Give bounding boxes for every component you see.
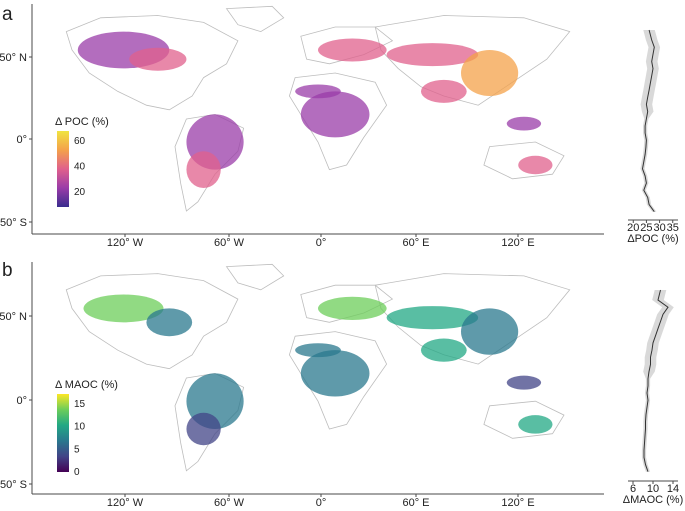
lon-tick-label: 60° W [214,237,245,249]
data-patch [300,350,370,397]
coastline-na [65,15,239,111]
coastline-au [483,400,565,439]
data-patch [420,79,467,103]
data-patch [300,91,370,138]
legend-tick-label: 5 [74,444,80,455]
lat-tick-label: 0° [16,395,27,407]
panel-b: b 50° N 0° 50° S 120° W 60° W 0° 60° E 120° E Δ M… [0,260,683,509]
data-patch [146,308,193,337]
data-patch [318,296,387,320]
legend-tick-label: 20 [74,187,86,198]
data-patch [386,306,479,330]
data-patch [186,412,221,446]
lat-tick-label: 0° [16,134,27,146]
panel-letter: a [2,4,13,25]
coastline-au [483,141,565,180]
data-patch [506,116,542,131]
colorbar-legend: Δ MAOC (%) 15 10 5 0 [55,379,118,478]
profile-tick-label: 10 [647,483,659,495]
lon-tick-label: 60° E [402,237,429,249]
data-patch [420,338,467,362]
data-patch [129,47,187,71]
colorbar [57,131,69,207]
profile-tick-label: 35 [667,222,679,234]
legend-tick-label: 40 [74,161,86,172]
coastline-gl [225,263,285,291]
lon-tick-label: 0° [316,237,327,249]
panel-a: a 50° N 0° 50° S 120° W 60° W 0° 60° E 120° E Δ P… [0,4,679,249]
data-patch [83,294,164,323]
data-patch [506,375,542,390]
profile-tick-label: 14 [667,483,679,495]
data-patch [461,50,519,96]
data-patch [295,84,341,99]
panel-letter: b [2,260,13,281]
lat-tick-label: 50° N [0,311,27,323]
lat-tick-label: 50° S [0,217,27,229]
lon-tick-label: 120° W [107,497,144,509]
lon-tick-label: 120° E [501,497,534,509]
data-patch [518,415,553,434]
lon-tick-label: 60° W [214,497,245,509]
legend-title: Δ MAOC (%) [55,379,118,391]
lon-tick-label: 120° W [107,237,144,249]
data-patch [295,343,341,358]
profile-tick-label: 30 [653,222,665,234]
coastline-gl [225,5,285,33]
legend-tick-label: 60 [74,136,86,147]
profile-axis-label: ΔPOC (%) [627,233,678,245]
world-map [65,5,571,212]
legend-title: Δ POC (%) [55,116,109,128]
profile-line [641,29,655,212]
profile-tick-label: 25 [640,222,652,234]
legend-tick-label: 15 [74,399,86,410]
lon-tick-label: 60° E [402,497,429,509]
lon-tick-label: 0° [316,497,327,509]
data-patch [518,155,553,175]
legend-tick-label: 10 [74,422,86,433]
coastline-af [288,72,388,171]
data-patch [461,308,519,355]
profile-band [641,290,674,472]
lon-tick-label: 120° E [501,237,534,249]
coastline-na [65,273,239,370]
profile-tick-label: 20 [627,222,639,234]
data-patch [186,151,221,189]
data-patch [318,38,387,62]
world-map [65,263,571,472]
profile-line [643,289,669,472]
profile-tick-label: 6 [630,483,636,495]
colorbar [57,394,69,472]
colorbar-legend: Δ POC (%) 60 40 20 [55,116,109,207]
data-patch [386,43,479,67]
coastline-af [288,331,388,430]
lat-tick-label: 50° N [0,52,27,64]
profile-band [640,30,661,212]
profile-axis-label: ΔMAOC (%) [623,494,684,506]
legend-tick-label: 0 [74,467,80,478]
lat-tick-label: 50° S [0,479,27,491]
